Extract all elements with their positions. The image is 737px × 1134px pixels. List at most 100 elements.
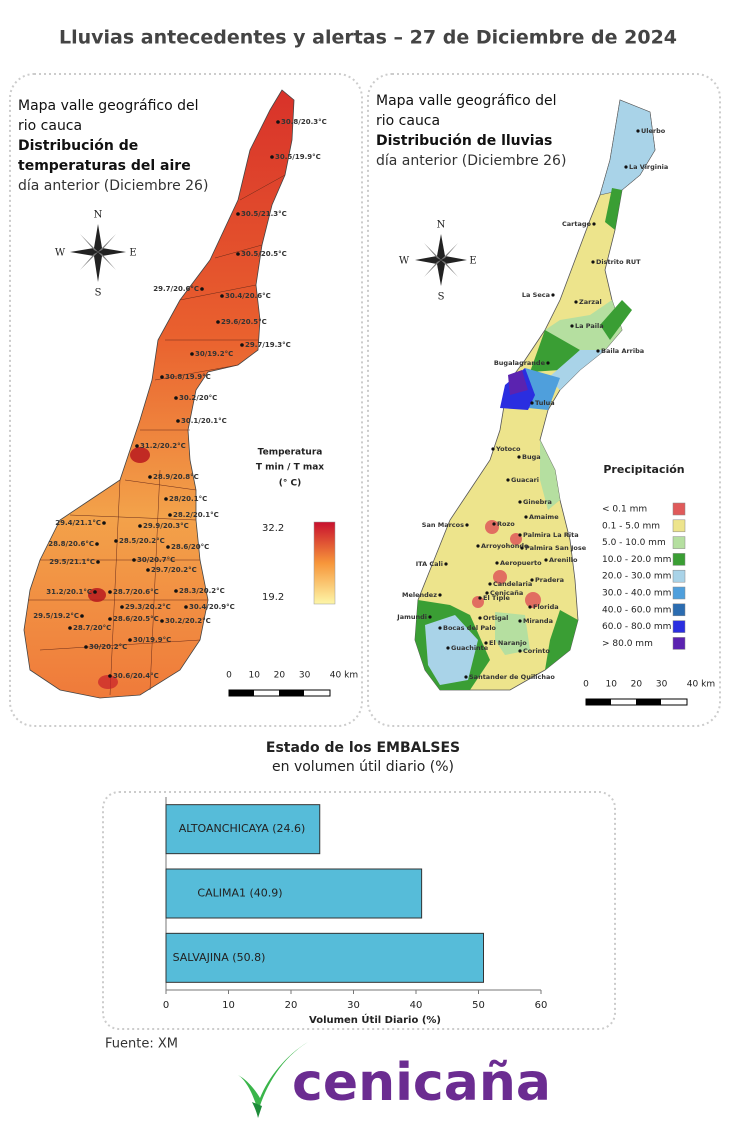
town-dot [464, 675, 468, 679]
town-label: La Paila [575, 322, 604, 330]
legend-label: 10.0 - 20.0 mm [602, 555, 671, 565]
town-label: Zarzal [579, 298, 602, 306]
town-dot [551, 293, 555, 297]
bar-label: CALIMA1 (40.9) [197, 887, 282, 900]
station-label: 28.6/20.5°C [113, 615, 159, 623]
x-tick-label: 20 [285, 1000, 298, 1011]
map-title: rio cauca [376, 113, 440, 129]
scale-label: 0 [583, 680, 589, 690]
town-label: Rozo [497, 520, 515, 528]
rain-zone [600, 300, 632, 340]
town-label: Distrito RUT [596, 258, 641, 266]
map-title: Mapa valle geográfico del [18, 98, 199, 114]
town-dot [476, 544, 480, 548]
town-dot [636, 129, 640, 133]
compass-label: N [437, 220, 446, 231]
legend-min: 19.2 [262, 592, 284, 603]
station-dot [176, 419, 180, 423]
legend-swatch [672, 586, 686, 600]
legend-swatch [672, 502, 686, 516]
compass-label: S [438, 292, 445, 303]
town-label: Palmira La Rita [523, 531, 579, 539]
town-dot [524, 515, 528, 519]
x-axis-label: Volumen Útil Diario (%) [309, 1013, 441, 1026]
town-label: La Seca [522, 291, 550, 299]
station-dot [216, 320, 220, 324]
station-dot [236, 252, 240, 256]
town-dot [485, 591, 489, 595]
legend-title: Precipitación [603, 463, 684, 476]
town-label: Santander de Quilichao [469, 673, 555, 681]
town-label: San Marcos [422, 521, 464, 529]
town-label: Amaime [529, 513, 559, 521]
station-label: 29.9/20.3°C [143, 522, 189, 530]
rain-zone [599, 99, 656, 196]
scale-label: 10 [605, 680, 617, 690]
legend-swatch [672, 536, 686, 549]
temperature-map-shape [23, 89, 295, 699]
town-dot [528, 605, 532, 609]
legend-swatch [672, 637, 686, 650]
legend-label: > 80.0 mm [602, 639, 653, 649]
town-label: ITA Cali [416, 560, 443, 568]
town-dot [488, 582, 492, 586]
town-label: Arenillo [549, 556, 578, 564]
town-dot [624, 165, 628, 169]
legend-swatch [672, 620, 686, 633]
station-label: 28.7/20°C [73, 624, 111, 632]
rain-zone [545, 300, 622, 350]
legend-label: 5.0 - 10.0 mm [602, 538, 666, 548]
chart-subtitle: en volumen útil diario (%) [272, 759, 454, 775]
compass-label: S [95, 288, 102, 299]
panel-frame [9, 73, 363, 727]
legend-title: T min / T max [256, 463, 324, 473]
bar [165, 804, 321, 855]
station-label: 28.9/20.8°C [153, 473, 199, 481]
legend-label: 60.0 - 80.0 mm [602, 622, 671, 632]
x-tick-label: 40 [410, 1000, 423, 1011]
station-label: 30.4/20.9°C [189, 603, 235, 611]
chart-title: Estado de los EMBALSES [266, 740, 460, 756]
town-label: Buga [522, 453, 541, 461]
legend-label: 0.1 - 5.0 mm [602, 521, 660, 531]
town-label: El Tiple [483, 594, 510, 602]
station-dot [270, 155, 274, 159]
x-tick-label: 50 [472, 1000, 485, 1011]
station-dot [108, 617, 112, 621]
town-dot [492, 522, 496, 526]
station-label: 30/20.7°C [137, 556, 175, 564]
legend-title: (° C) [279, 479, 301, 489]
station-label: 28.8/20.6°C [48, 540, 94, 548]
town-label: Ulerbo [641, 127, 666, 135]
scale-label: 10 [248, 671, 260, 681]
legend-max: 32.2 [262, 523, 284, 534]
station-label: 28.2/20.1°C [173, 511, 219, 519]
station-dot [174, 396, 178, 400]
station-dot [68, 626, 72, 630]
scale-bar [228, 689, 331, 697]
station-label: 28/20.1°C [169, 495, 207, 503]
station-dot [93, 590, 97, 594]
station-label: 28.3/20.2°C [179, 587, 225, 595]
map-title: Distribución de [18, 138, 138, 154]
scale-label: 30 [299, 671, 311, 681]
x-tick-label: 0 [163, 1000, 169, 1011]
town-dot [544, 558, 548, 562]
station-label: 30/19.2°C [195, 350, 233, 358]
station-label: 30/20.2°C [89, 643, 127, 651]
station-label: 30.5/21.3°C [241, 210, 287, 218]
rain-zone [548, 350, 605, 390]
town-label: Jamundi [396, 613, 427, 621]
town-label: El Naranjo [489, 639, 527, 647]
town-dot [518, 500, 522, 504]
station-label: 30.2/20°C [179, 394, 217, 402]
map-date: día anterior (Diciembre 26) [18, 178, 208, 194]
compass-label: W [55, 248, 66, 259]
station-dot [160, 375, 164, 379]
rain-zone [525, 368, 560, 410]
town-label: Tulua [535, 399, 555, 407]
rain-zone [605, 188, 622, 230]
town-dot [518, 649, 522, 653]
station-dot [128, 638, 132, 642]
